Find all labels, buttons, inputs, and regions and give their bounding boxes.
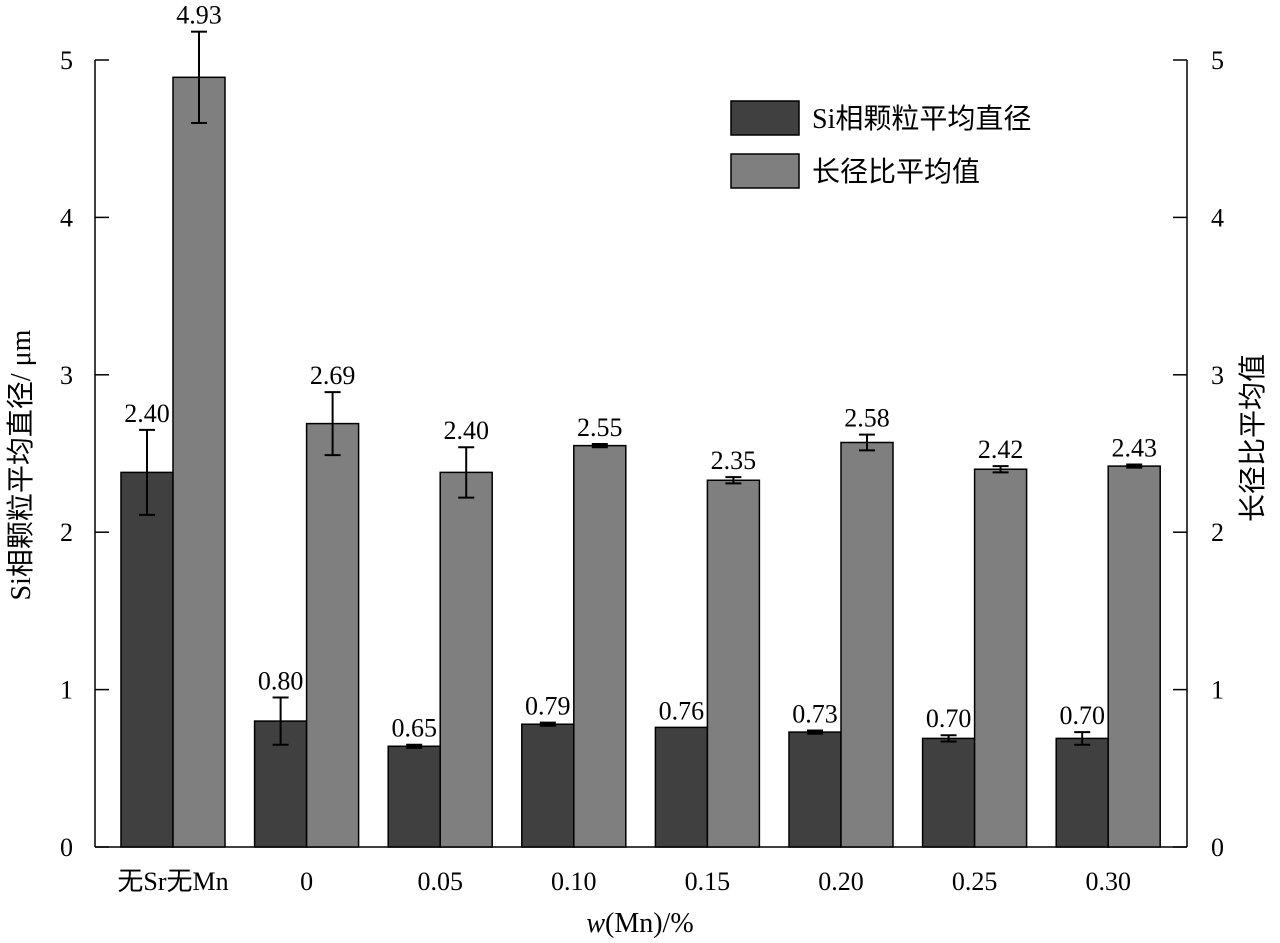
bar-diameter xyxy=(120,471,174,848)
bars-layer xyxy=(120,30,1161,848)
bar-diameter xyxy=(654,726,709,848)
bar-diameter xyxy=(387,745,441,848)
y-axis-label-left: Si相颗粒平均直径/ μm xyxy=(5,329,37,600)
data-label-diameter: 0.70 xyxy=(926,704,972,733)
legend-swatch-diameter xyxy=(730,100,800,136)
data-label-aspect-ratio: 2.42 xyxy=(978,435,1024,464)
x-tick-label: 0.05 xyxy=(417,867,463,896)
y-tick-label-left: 0 xyxy=(60,833,73,862)
x-tick-label: 0.30 xyxy=(1085,867,1131,896)
y-tick-label-right: 0 xyxy=(1211,833,1224,862)
labels-layer: 无Sr无Mn 2.40 4.93 0 0.80 2.69 0.05 0.65 2.40 0.10 0… xyxy=(117,1,1157,896)
x-tick-label: 0.20 xyxy=(818,867,864,896)
y-tick-label-right: 1 xyxy=(1211,676,1224,705)
x-tick-label: 0.25 xyxy=(952,867,998,896)
data-label-aspect-ratio: 2.40 xyxy=(443,416,489,445)
data-label-aspect-ratio: 2.43 xyxy=(1111,434,1157,463)
data-label-diameter: 2.40 xyxy=(124,399,170,428)
y-tick-label-left: 1 xyxy=(60,676,73,705)
bar-aspect-ratio xyxy=(172,76,226,848)
y-tick-label-right: 5 xyxy=(1211,46,1224,75)
y-tick-label-left: 3 xyxy=(60,361,73,390)
x-axis-label-rest: (Mn)/% xyxy=(605,908,694,939)
bar-diameter xyxy=(788,731,842,848)
x-tick-label: 0.10 xyxy=(551,867,597,896)
data-label-diameter: 0.80 xyxy=(258,666,304,695)
x-tick-label: 0 xyxy=(300,867,313,896)
legend-swatch-aspect-ratio xyxy=(730,153,800,189)
y-tick-label-left: 4 xyxy=(60,203,73,232)
data-label-diameter: 0.70 xyxy=(1059,701,1105,730)
bar-diameter xyxy=(921,737,976,848)
bar-aspect-ratio xyxy=(439,471,493,848)
legend: Si相颗粒平均直径 长径比平均值 xyxy=(730,100,1031,189)
legend-label-aspect-ratio: 长径比平均值 xyxy=(812,156,980,188)
bar-aspect-ratio xyxy=(573,444,627,848)
y-axis-label-right: 长径比平均值 xyxy=(1237,354,1269,522)
bar-aspect-ratio xyxy=(840,441,894,848)
axes-layer: 0 0 1 1 2 2 3 3 4 4 5 5 xyxy=(60,46,1224,862)
bar-aspect-ratio xyxy=(1107,465,1161,848)
x-tick-label: 0.15 xyxy=(685,867,731,896)
bar-aspect-ratio xyxy=(973,468,1028,848)
bar-aspect-ratio xyxy=(305,422,360,848)
y-tick-label-right: 4 xyxy=(1211,203,1224,232)
y-tick-label-right: 2 xyxy=(1211,518,1224,547)
x-tick-label: 无Sr无Mn xyxy=(117,867,228,896)
bar-aspect-ratio xyxy=(706,479,761,848)
data-label-diameter: 0.79 xyxy=(525,692,571,721)
x-axis-label: w(Mn)/% xyxy=(586,908,693,939)
data-label-diameter: 0.76 xyxy=(659,696,705,725)
data-label-diameter: 0.65 xyxy=(391,714,437,743)
data-label-diameter: 0.73 xyxy=(792,700,838,729)
data-label-aspect-ratio: 2.58 xyxy=(844,404,890,433)
data-label-aspect-ratio: 2.35 xyxy=(711,446,757,475)
y-tick-label-right: 3 xyxy=(1211,361,1224,390)
legend-label-diameter: Si相颗粒平均直径 xyxy=(812,103,1031,135)
data-label-aspect-ratio: 4.93 xyxy=(176,1,222,30)
bar-diameter xyxy=(521,723,575,848)
x-axis-label-var: w xyxy=(586,908,605,939)
data-label-aspect-ratio: 2.69 xyxy=(310,361,356,390)
y-tick-label-left: 2 xyxy=(60,518,73,547)
bar-diameter xyxy=(1055,737,1109,848)
data-label-aspect-ratio: 2.55 xyxy=(577,413,623,442)
y-tick-label-left: 5 xyxy=(60,46,73,75)
